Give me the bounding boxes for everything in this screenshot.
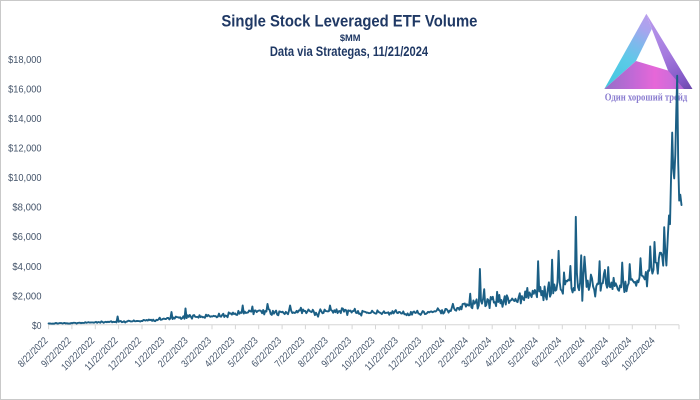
svg-text:$12,000: $12,000 (8, 144, 42, 155)
svg-text:$18,000: $18,000 (8, 55, 42, 66)
svg-text:$8,000: $8,000 (12, 203, 42, 214)
svg-text:$10,000: $10,000 (8, 173, 42, 184)
svg-text:$14,000: $14,000 (8, 114, 42, 125)
svg-text:$0: $0 (32, 321, 42, 332)
svg-text:Single Stock Leveraged ETF Vol: Single Stock Leveraged ETF Volume (221, 12, 477, 31)
svg-text:$MM: $MM (340, 33, 361, 43)
svg-text:$2,000: $2,000 (12, 291, 42, 302)
svg-text:$4,000: $4,000 (12, 262, 42, 273)
svg-text:Data via Strategas, 11/21/2024: Data via Strategas, 11/21/2024 (270, 44, 429, 59)
svg-text:$6,000: $6,000 (12, 232, 42, 243)
svg-text:$16,000: $16,000 (8, 85, 42, 96)
svg-text:Один хороший трейд: Один хороший трейд (605, 92, 688, 104)
